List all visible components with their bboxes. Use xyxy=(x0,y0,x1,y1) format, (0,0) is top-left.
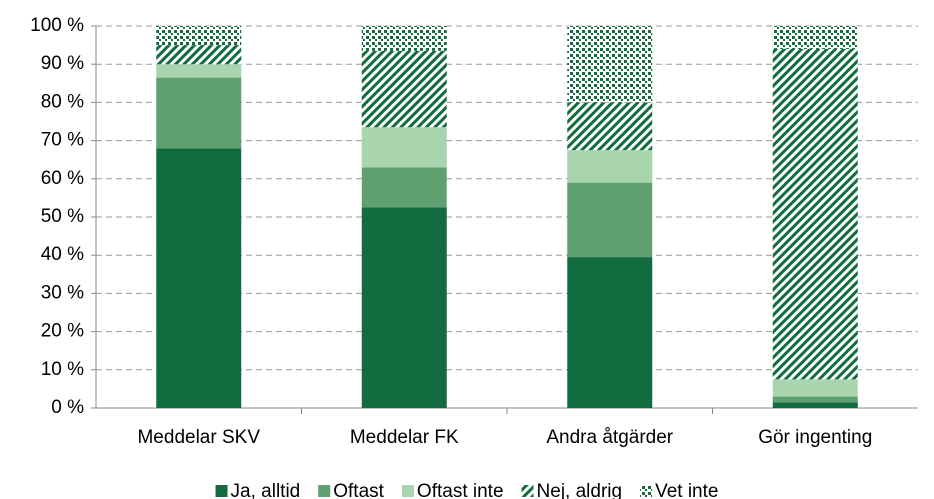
bar-segment xyxy=(772,402,858,408)
bar-segment xyxy=(361,167,447,208)
legend-swatch xyxy=(521,485,534,497)
bar-segment xyxy=(567,150,653,183)
legend-swatch xyxy=(401,485,414,497)
bar-segment xyxy=(567,26,653,103)
legend-label: Vet inte xyxy=(655,481,718,499)
bar-segment xyxy=(361,127,447,168)
bar-segment xyxy=(567,182,653,258)
y-tick-label: 90 % xyxy=(41,53,84,74)
y-tick-label: 100 % xyxy=(30,15,84,36)
legend-label: Ja, alltid xyxy=(231,481,301,499)
y-tick-label: 80 % xyxy=(41,91,84,112)
y-tick-label: 40 % xyxy=(41,244,84,265)
legend-label: Oftast xyxy=(333,481,384,499)
bar-segment xyxy=(156,26,242,46)
y-tick-label: 10 % xyxy=(41,359,84,380)
bar-segment xyxy=(772,48,858,380)
legend-swatch xyxy=(215,485,228,497)
bar-segment xyxy=(772,396,858,403)
bar-segment xyxy=(361,50,447,128)
legend-label: Oftast inte xyxy=(417,481,504,499)
bar-segment xyxy=(772,26,858,49)
y-tick-label: 60 % xyxy=(41,168,84,189)
bar-segment xyxy=(156,77,242,149)
bar-segment xyxy=(567,102,653,151)
legend-label: Nej, aldrig xyxy=(537,481,623,499)
y-tick-label: 70 % xyxy=(41,130,84,151)
bar-segment xyxy=(361,207,447,408)
y-tick-label: 20 % xyxy=(41,321,84,342)
y-tick-label: 50 % xyxy=(41,206,84,227)
bar-segment xyxy=(772,379,858,397)
y-tick-label: 30 % xyxy=(41,282,84,303)
x-tick-label: Gör ingenting xyxy=(758,427,872,448)
bar-segment xyxy=(567,257,653,408)
x-tick-label: Meddelar SKV xyxy=(137,427,260,448)
bar-segment xyxy=(156,64,242,78)
x-tick-label: Andra åtgärder xyxy=(546,427,673,448)
y-tick-label: 0 % xyxy=(51,397,84,418)
bar-segment xyxy=(156,45,242,65)
legend-swatch xyxy=(318,485,331,497)
bar-segment xyxy=(156,148,242,409)
x-tick-label: Meddelar FK xyxy=(350,427,459,448)
legend-swatch xyxy=(640,485,653,497)
bar-segment xyxy=(361,26,447,51)
